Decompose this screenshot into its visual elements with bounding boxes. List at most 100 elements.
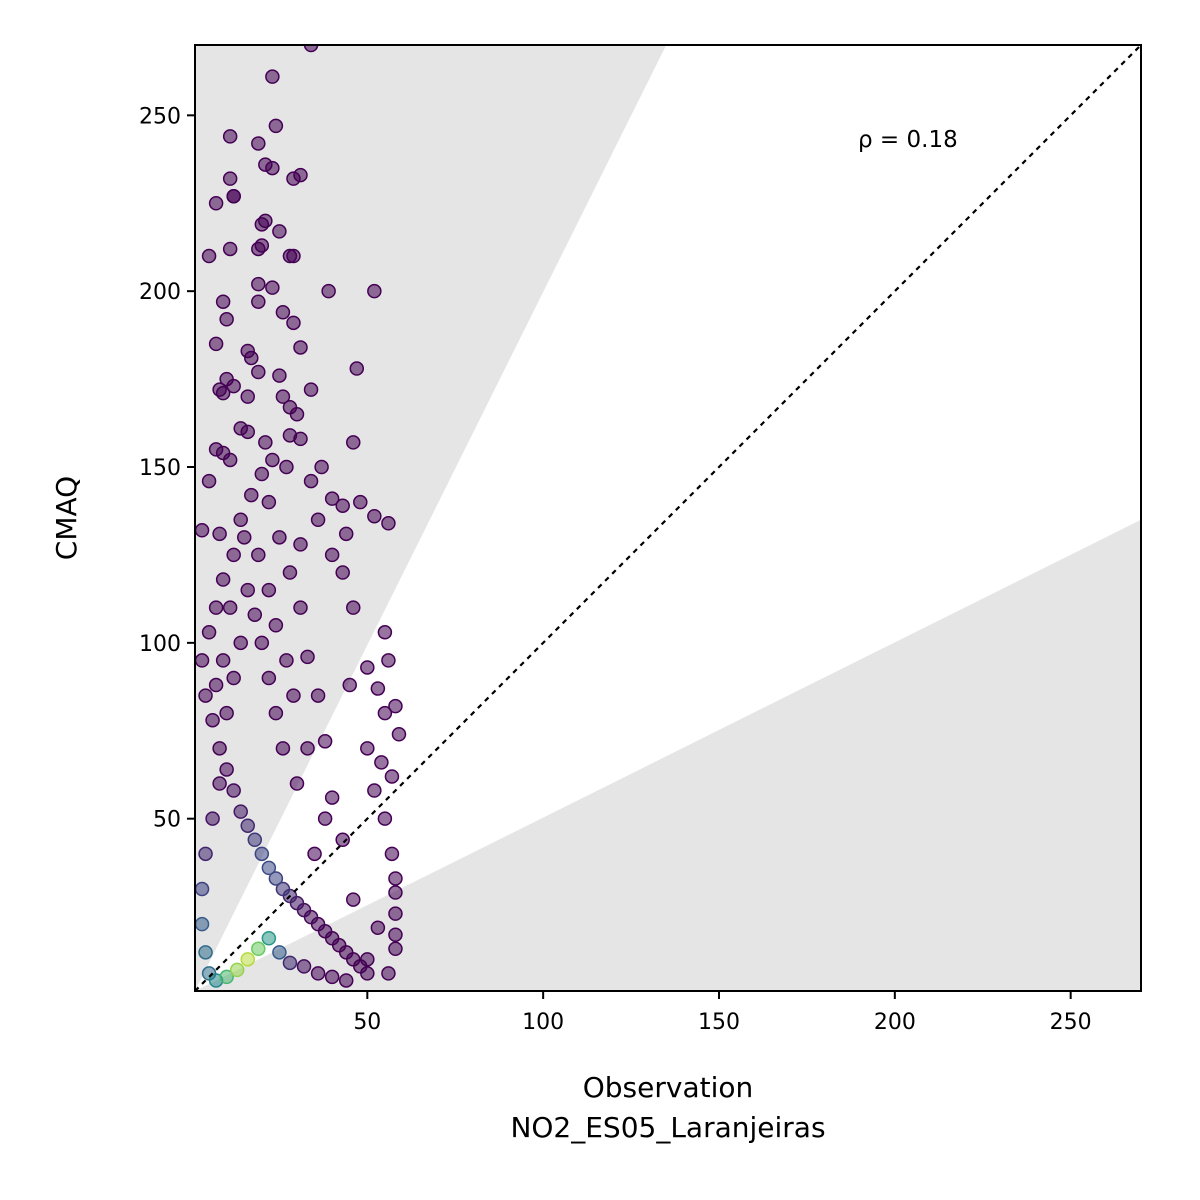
scatter-points	[195, 45, 407, 988]
data-point	[303, 382, 319, 397]
data-point	[286, 171, 301, 186]
y-axis-label: CMAQ	[50, 476, 83, 560]
data-point	[240, 582, 256, 598]
lower-factor-band	[195, 519, 1141, 991]
data-point	[233, 635, 248, 651]
data-point	[265, 280, 280, 295]
data-point	[201, 625, 217, 640]
data-point	[208, 677, 224, 693]
data-point	[370, 920, 386, 935]
data-point	[201, 473, 217, 489]
data-point	[310, 966, 326, 981]
upper-factor-band	[195, 45, 667, 991]
data-point	[240, 952, 256, 967]
data-point	[208, 336, 224, 352]
data-point	[388, 927, 403, 942]
x-axis-label: Observation	[583, 1071, 754, 1104]
x-tick-label: 200	[874, 1010, 916, 1035]
rho-annotation: ρ = 0.18	[858, 127, 958, 153]
plot-frame	[194, 44, 1142, 992]
data-point	[205, 811, 220, 826]
data-point	[261, 860, 277, 876]
data-point	[360, 741, 375, 756]
data-point	[205, 712, 220, 728]
y-tick-label: 100	[139, 632, 181, 657]
data-point	[251, 276, 266, 292]
data-point	[195, 881, 210, 897]
data-point	[381, 966, 396, 981]
data-point	[222, 129, 238, 144]
data-point	[251, 136, 266, 151]
data-point	[222, 452, 238, 468]
data-point	[258, 435, 273, 450]
data-point	[335, 832, 350, 848]
data-point	[215, 653, 231, 668]
data-point	[314, 459, 329, 475]
data-point	[321, 283, 336, 299]
data-point	[265, 69, 280, 84]
data-point	[388, 698, 403, 714]
data-point	[381, 516, 396, 531]
data-point	[286, 315, 301, 331]
data-point	[268, 705, 284, 721]
data-point	[335, 498, 350, 513]
data-point	[335, 565, 350, 580]
x-tick-label: 150	[698, 1010, 740, 1035]
y-tick-label: 150	[139, 456, 181, 481]
data-point	[251, 364, 266, 380]
data-point	[384, 846, 400, 862]
data-point	[370, 681, 386, 696]
y-axis-ticks: 50 100 150 200 250	[139, 104, 195, 833]
data-point	[251, 547, 266, 563]
data-point	[300, 741, 315, 756]
data-point	[261, 494, 277, 510]
data-point	[251, 941, 266, 957]
data-point	[275, 881, 291, 897]
data-point	[254, 846, 270, 862]
data-point	[289, 776, 305, 791]
data-point	[388, 885, 403, 900]
data-point	[215, 294, 231, 309]
data-point	[296, 959, 312, 974]
data-point	[226, 670, 241, 686]
data-point	[293, 600, 308, 615]
data-point	[222, 241, 238, 257]
data-point	[377, 705, 393, 721]
data-point	[324, 790, 340, 805]
data-point	[247, 607, 263, 622]
data-point	[353, 494, 368, 510]
data-point	[236, 530, 252, 545]
data-point	[317, 734, 333, 749]
data-point	[261, 670, 277, 686]
data-point	[268, 618, 284, 633]
data-point	[338, 526, 354, 542]
data-point	[349, 361, 365, 376]
data-point	[275, 741, 291, 756]
data-point	[240, 818, 256, 833]
data-point	[222, 600, 238, 615]
data-point	[229, 962, 245, 978]
data-point	[254, 217, 270, 232]
data-point	[212, 741, 227, 756]
data-point	[367, 508, 382, 524]
data-point	[377, 625, 393, 640]
data-point	[307, 846, 322, 862]
data-point	[219, 312, 234, 327]
data-point	[265, 452, 280, 468]
data-point	[240, 389, 256, 404]
data-point	[317, 811, 333, 826]
data-point	[226, 188, 241, 204]
data-point	[275, 389, 291, 404]
data-point	[198, 688, 213, 703]
data-point	[346, 435, 361, 450]
data-point	[247, 832, 263, 848]
data-point	[212, 526, 227, 542]
data-point	[272, 945, 287, 960]
data-point	[208, 196, 224, 211]
data-point	[265, 160, 280, 176]
data-point	[219, 969, 234, 985]
data-point	[303, 473, 319, 489]
data-point	[201, 248, 217, 264]
x-axis-ticks: 50 100 150 200 250	[353, 991, 1092, 1035]
data-point	[195, 653, 210, 668]
